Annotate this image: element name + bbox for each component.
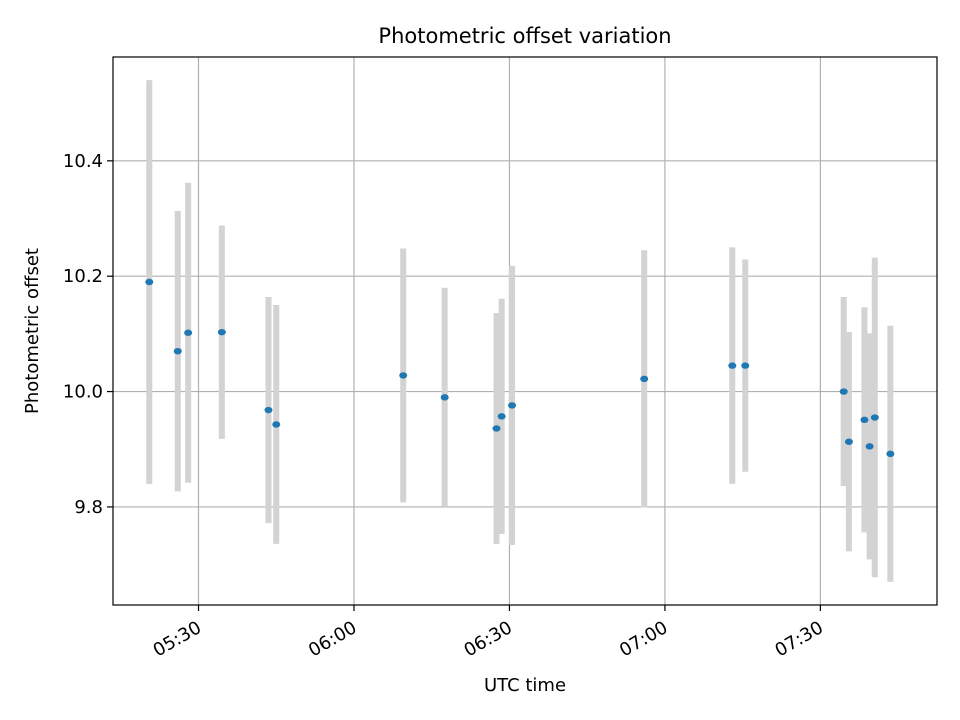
data-point: [184, 329, 193, 336]
data-point: [741, 362, 750, 369]
data-point: [264, 406, 273, 414]
data-points: [145, 278, 895, 458]
data-point: [640, 375, 649, 383]
data-point: [865, 443, 874, 450]
data-point: [497, 413, 506, 420]
y-tick-label: 10.0: [63, 382, 103, 403]
data-point: [728, 362, 737, 369]
x-axis-label: UTC time: [484, 675, 566, 696]
y-axis-ticks: 9.8 10.0 10.2 10.4: [63, 151, 113, 518]
y-tick-label: 9.8: [74, 497, 103, 518]
data-point: [272, 421, 281, 428]
data-point: [440, 394, 449, 401]
data-point: [844, 438, 853, 445]
chart-title: Photometric offset variation: [378, 24, 671, 48]
data-point: [145, 278, 154, 286]
data-point: [886, 450, 895, 458]
data-point: [173, 347, 182, 355]
data-point: [492, 425, 501, 432]
data-point: [217, 328, 226, 336]
data-point: [870, 414, 879, 421]
plot-frame: [112, 56, 938, 606]
data-point: [839, 388, 848, 395]
y-tick-label: 10.4: [63, 151, 103, 172]
data-point: [860, 416, 869, 424]
data-point: [399, 372, 408, 379]
data-point: [508, 402, 517, 409]
y-axis-label: Photometric offset: [22, 248, 43, 414]
y-tick-label: 10.2: [63, 266, 103, 287]
grid-lines: [113, 57, 937, 605]
